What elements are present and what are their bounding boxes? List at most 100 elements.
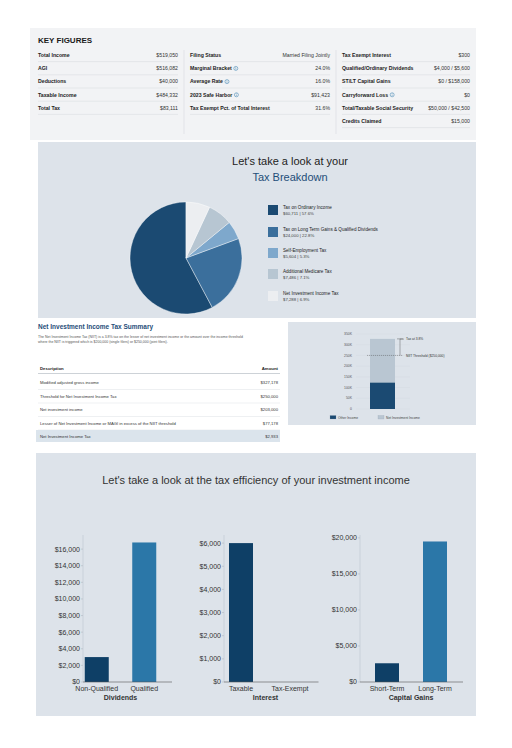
info-icon bbox=[234, 93, 238, 97]
tick-mark bbox=[81, 582, 83, 583]
legend-swatch bbox=[378, 416, 384, 420]
axis-title: Capital Gains bbox=[389, 694, 434, 702]
column-separator bbox=[336, 50, 337, 134]
legend-label: Self-Employment Tax bbox=[283, 248, 327, 253]
info-icon bbox=[391, 93, 393, 95]
legend-label: Tax on Long Term Gains & Qualified Divid… bbox=[283, 227, 379, 232]
figure-value: $519,050 bbox=[156, 52, 178, 58]
info-icon bbox=[235, 68, 236, 69]
pie bbox=[130, 202, 242, 314]
bar bbox=[85, 657, 109, 682]
figure-label: Marginal Bracket bbox=[190, 65, 232, 71]
tick-mark bbox=[81, 615, 83, 616]
tick-label: 250K bbox=[344, 354, 353, 358]
tick-mark bbox=[222, 589, 224, 590]
legend-label: Net Investment Income Tax bbox=[283, 291, 339, 296]
legend-swatch bbox=[268, 227, 278, 237]
x-axis-line bbox=[83, 682, 172, 683]
info-icon bbox=[234, 66, 238, 70]
tick-mark bbox=[81, 648, 83, 649]
figure-value: $15,000 bbox=[451, 118, 470, 124]
category-label: Taxable bbox=[229, 685, 253, 692]
figure-value: $50,000 / $42,500 bbox=[428, 105, 470, 111]
page: KEY FIGURESTotal Income$519,050AGI$516,0… bbox=[0, 0, 512, 748]
info-icon bbox=[226, 81, 227, 82]
info-icon bbox=[390, 93, 394, 97]
legend-label: Tax on Ordinary Income bbox=[283, 205, 332, 210]
bars bbox=[85, 542, 157, 682]
info-icon bbox=[392, 95, 393, 96]
y-axis-line bbox=[83, 535, 84, 682]
figure-label: Tax Exempt Interest bbox=[342, 52, 391, 58]
table-cell: $2,933 bbox=[265, 434, 278, 439]
figure-label: Average Rate bbox=[190, 78, 223, 84]
x-axis-line bbox=[360, 682, 463, 683]
table-cell: Net Investment Income Tax bbox=[40, 434, 92, 439]
tick-label: $5,000 bbox=[336, 642, 358, 649]
tick-label: $15,000 bbox=[332, 570, 357, 577]
figure-label: Tax Exempt Pct. of Total Interest bbox=[190, 105, 270, 111]
row-separator bbox=[38, 114, 178, 115]
tick-mark bbox=[222, 635, 224, 636]
table-cell: Threshold for Net Investment Income Tax bbox=[40, 394, 117, 399]
row-separator bbox=[190, 101, 330, 102]
table-rule bbox=[38, 389, 280, 390]
tick-label: $6,000 bbox=[200, 540, 222, 547]
tick-mark bbox=[81, 549, 83, 550]
tick-mark bbox=[222, 543, 224, 544]
legend-label: Other Income bbox=[338, 416, 358, 420]
tick-label: $8,000 bbox=[59, 612, 81, 619]
annotation-text: Tax at 3.8% bbox=[406, 337, 423, 341]
tax-breakdown-panel bbox=[38, 142, 476, 318]
tick-mark bbox=[358, 682, 360, 683]
row-separator bbox=[342, 88, 470, 89]
tick-label: $4,000 bbox=[59, 645, 81, 652]
tick-mark bbox=[222, 682, 224, 683]
bars bbox=[229, 543, 253, 682]
info-icon bbox=[225, 80, 229, 84]
table-highlight bbox=[36, 430, 280, 442]
tick-mark bbox=[81, 565, 83, 566]
tick-label: $10,000 bbox=[55, 595, 80, 602]
figure-label: Carryforward Loss bbox=[342, 92, 388, 98]
annotation-text: NIIT Threshold ($250,000) bbox=[406, 354, 445, 358]
tick-label: $6,000 bbox=[59, 629, 81, 636]
tick-label: $14,000 bbox=[55, 562, 80, 569]
row-separator bbox=[38, 61, 178, 62]
bar bbox=[229, 543, 253, 682]
niit-chart-panel bbox=[288, 322, 476, 425]
table-cell: $250,000 bbox=[261, 394, 279, 399]
figure-value: $0 / $158,000 bbox=[438, 78, 470, 84]
tick-label: 0 bbox=[350, 407, 352, 411]
column-separator bbox=[184, 50, 185, 134]
tick-label: $3,000 bbox=[200, 609, 222, 616]
legend-swatch bbox=[268, 248, 278, 258]
table-cell: Modified adjusted gross income bbox=[40, 380, 100, 385]
niit-description: The Net Investment Income Tax (NIIT) is … bbox=[38, 335, 243, 339]
legend-swatch bbox=[268, 205, 278, 215]
tick-label: $0 bbox=[349, 678, 357, 685]
bar-segment bbox=[370, 339, 395, 383]
row-separator bbox=[38, 101, 178, 102]
efficiency-title: Let's take a look at the tax efficiency … bbox=[102, 474, 410, 486]
y-axis-line bbox=[360, 535, 361, 682]
tick-label: $16,000 bbox=[55, 546, 80, 553]
tick-label: $0 bbox=[213, 678, 221, 685]
table-cell: Lesser of Net Investment Income or MAGI … bbox=[40, 421, 177, 426]
row-separator bbox=[342, 61, 470, 62]
key-figures-title: KEY FIGURES bbox=[38, 36, 93, 45]
y-axis-line bbox=[224, 535, 225, 682]
info-icon bbox=[236, 95, 237, 96]
info-icon bbox=[235, 67, 237, 69]
legend-swatch bbox=[268, 269, 278, 279]
efficiency-panel bbox=[36, 453, 476, 716]
bars bbox=[375, 541, 447, 682]
bars bbox=[370, 339, 395, 409]
legend-value: $24,000 | 22.8% bbox=[283, 233, 314, 238]
table-header: Description bbox=[40, 366, 64, 371]
table-header: Amount bbox=[262, 366, 279, 371]
row-separator bbox=[342, 127, 470, 128]
figure-label: Qualified/Ordinary Dividends bbox=[342, 65, 414, 71]
figure-value: 31.6% bbox=[315, 105, 330, 111]
tick-label: 350K bbox=[344, 332, 353, 336]
